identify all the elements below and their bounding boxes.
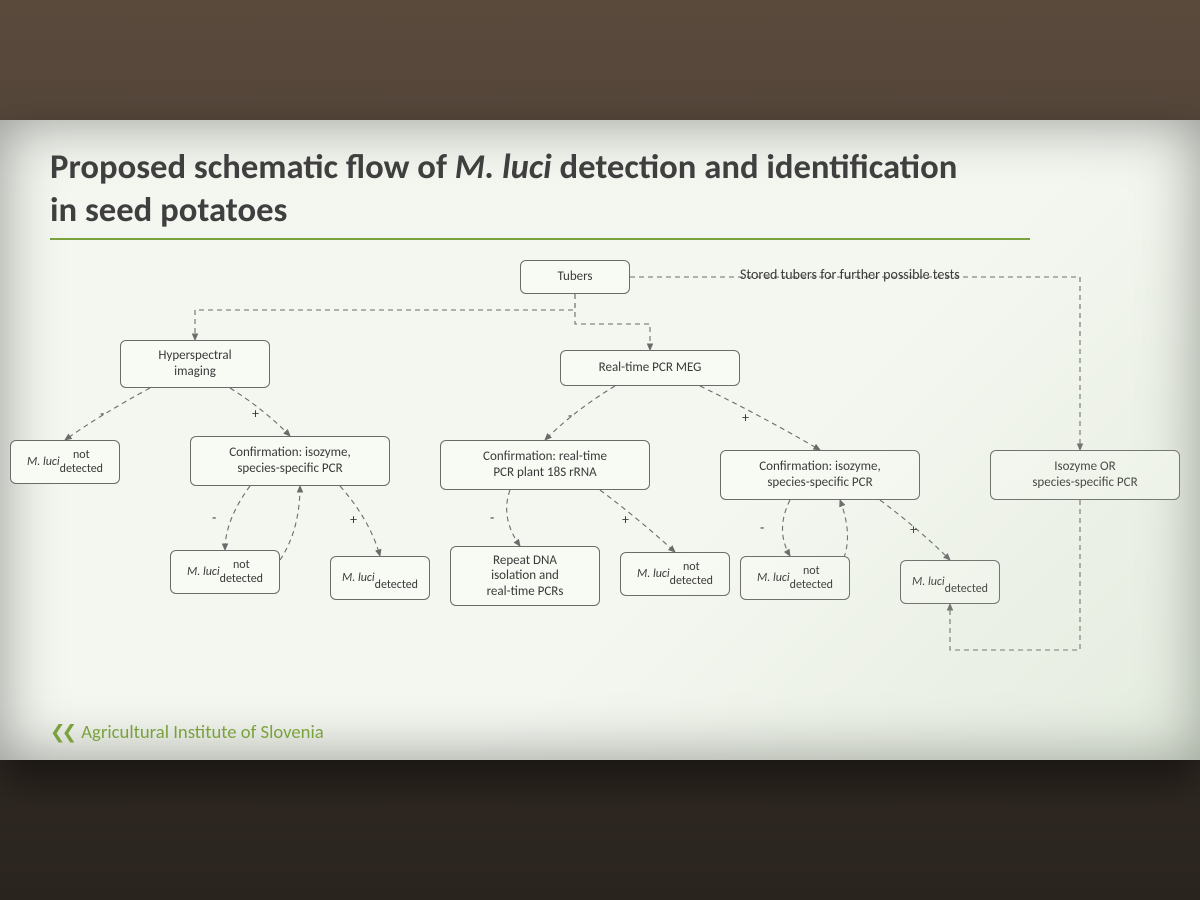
footer-logo-icon: ❮❮	[50, 721, 73, 744]
flow-node-nd2: M. luci notdetected	[170, 550, 280, 594]
flow-node-nd4: M. luci notdetected	[740, 556, 850, 600]
flow-edge-label-3: -	[100, 405, 104, 422]
title-line1-post: detection and identification	[552, 146, 958, 188]
flow-node-tubers: Tubers	[520, 260, 630, 294]
flow-edge-label-11: -	[760, 519, 764, 536]
flow-edge-label-8: +	[350, 511, 357, 528]
room-background: Proposed schematic flow of M. luci detec…	[0, 0, 1200, 900]
flow-edge-label-4: +	[252, 405, 259, 422]
projected-slide: Proposed schematic flow of M. luci detec…	[0, 120, 1200, 760]
flow-edge-7	[225, 486, 250, 550]
flow-node-nd1: M. luci notdetected	[10, 440, 120, 484]
slide-title: Proposed schematic flow of M. luci detec…	[50, 146, 1150, 233]
flow-edge-label-10: +	[622, 511, 629, 528]
flow-edge-13	[280, 486, 300, 560]
flow-edge-11	[783, 500, 791, 556]
flow-edge-label-6: +	[742, 409, 749, 426]
flow-node-conf_iso2: Confirmation: isozyme,species-specific P…	[720, 450, 920, 500]
title-underline	[50, 238, 1030, 240]
flow-edge-label-12: +	[910, 521, 917, 538]
stored-tubers-annotation: Stored tubers for further possible tests	[740, 266, 960, 283]
footer-org: Agricultural Institute of Slovenia	[81, 721, 323, 744]
title-line2: in seed potatoes	[50, 189, 287, 231]
flow-edge-label-5: -	[568, 407, 572, 424]
flow-node-det1: M. lucidetected	[330, 556, 430, 600]
flow-edge-9	[507, 490, 520, 546]
flow-node-det2: M. lucidetected	[900, 560, 1000, 604]
flow-node-nd3: M. luci notdetected	[620, 552, 730, 596]
flow-edge-8	[340, 486, 380, 556]
flow-node-repeat: Repeat DNAisolation andreal-time PCRs	[450, 546, 600, 606]
flow-node-hyper: Hyperspectralimaging	[120, 340, 270, 388]
flow-edge-10	[600, 490, 675, 552]
flow-node-conf_iso1: Confirmation: isozyme,species-specific P…	[190, 436, 390, 486]
flow-node-iso_or: Isozyme ORspecies-specific PCR	[990, 450, 1180, 500]
footer-logo: ❮❮ Agricultural Institute of Slovenia	[50, 721, 324, 744]
flow-edge-5	[545, 386, 615, 440]
flow-edge-4	[230, 388, 290, 436]
flow-edge-6	[700, 386, 820, 450]
flowchart: - + - + - + - + - + Tubers Hyperspectralimaging Rea…	[0, 250, 1200, 750]
flow-node-rtpcr_meg: Real-time PCR MEG	[560, 350, 740, 386]
flow-edge-1	[575, 294, 650, 350]
flow-edge-3	[65, 388, 150, 440]
title-line1-ital: M. luci	[455, 146, 552, 188]
flow-edge-label-7: -	[212, 509, 216, 526]
flow-edge-label-9: -	[490, 509, 494, 526]
flow-edge-0	[195, 294, 575, 340]
flow-node-conf_18s: Confirmation: real-timePCR plant 18S rRN…	[440, 440, 650, 490]
flowchart-edges: - + - + - + - + - +	[0, 250, 1200, 750]
title-line1-pre: Proposed schematic flow of	[50, 146, 455, 188]
